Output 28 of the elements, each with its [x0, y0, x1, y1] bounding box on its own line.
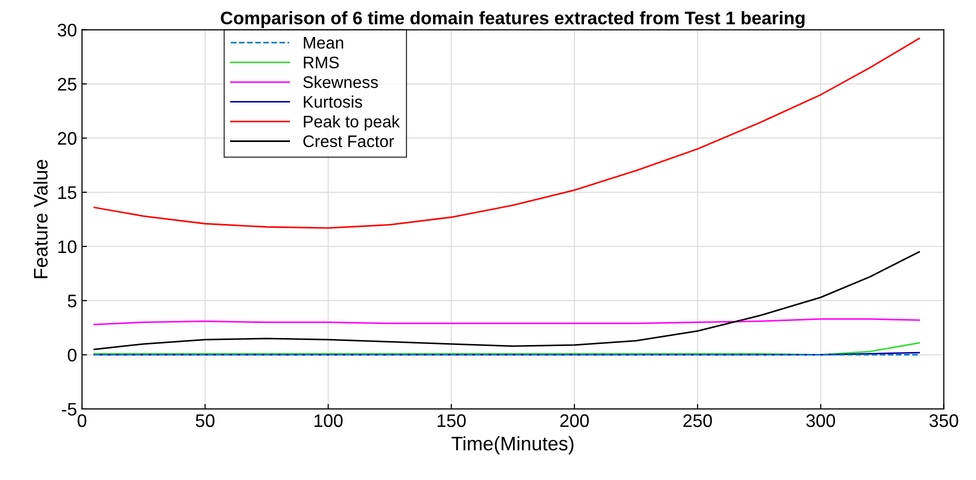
x-tick-label: 200 [560, 414, 589, 428]
legend-label: Crest Factor [303, 135, 394, 148]
y-axis-title: Feature Value [33, 160, 48, 278]
x-tick-label: 350 [929, 414, 958, 428]
y-tick-label: 10 [58, 240, 76, 254]
y-tick-label: -5 [62, 403, 76, 416]
x-tick-label: 150 [438, 414, 466, 428]
line-series [94, 38, 920, 229]
legend-label: Mean [304, 37, 344, 49]
chart-title: Comparison of 6 time domain features extracted from Test 1 bearing [220, 11, 805, 28]
x-tick-label: 50 [196, 414, 214, 428]
legend-label: RMS [304, 56, 339, 68]
y-tick-label: 30 [58, 24, 76, 36]
x-tick-label: 0 [78, 414, 86, 428]
y-tick-label: 25 [58, 78, 76, 91]
x-tick-label: 250 [683, 414, 712, 428]
legend-label: Kurtosis [304, 96, 362, 108]
y-tick-label: 20 [58, 132, 76, 145]
x-tick-label: 100 [314, 414, 343, 428]
line-series [94, 251, 920, 350]
line-series [94, 342, 920, 356]
y-tick-label: 5 [68, 294, 76, 308]
y-tick-label: 0 [68, 348, 76, 362]
legend-label: Peak to peak [304, 115, 400, 131]
x-axis-title: Time(Minutes) [452, 436, 574, 454]
legend-label: Skewness [303, 76, 378, 88]
x-tick-label: 300 [806, 414, 836, 428]
y-tick-label: 15 [58, 186, 76, 199]
